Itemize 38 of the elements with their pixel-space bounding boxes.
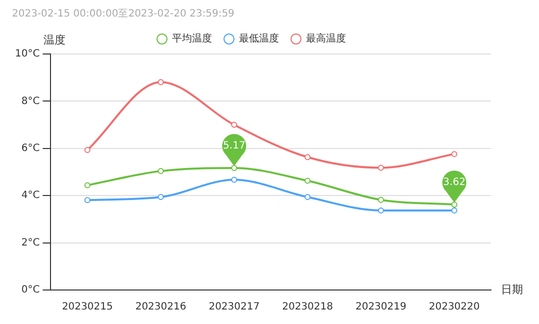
point: [158, 79, 164, 86]
annotation: 5.17: [223, 140, 246, 152]
point: [304, 194, 311, 200]
chart-title: 2023-02-15 00:00:00至2023-02-20 23:59:59: [12, 8, 234, 20]
x-tick-label: 20230216: [135, 302, 186, 313]
y-tick-label: 2°C: [21, 237, 40, 248]
point: [231, 164, 238, 171]
y-tick-label: 4°C: [21, 190, 40, 202]
x-axis-title: 日期: [501, 282, 523, 296]
x-tick-label: 20230217: [208, 302, 260, 313]
legend-label: 最低温度: [239, 32, 279, 45]
point: [158, 194, 164, 200]
point: [451, 202, 458, 208]
x-tick-label: 20230218: [282, 302, 333, 313]
legend-label: 平均温度: [172, 32, 212, 45]
y-tick-label: 0°C: [21, 284, 40, 296]
y-tick-label: 8°C: [21, 96, 40, 107]
legend-label: 最高温度: [306, 32, 346, 45]
y-tick-label: 6°C: [21, 142, 40, 154]
point: [378, 207, 384, 214]
point: [231, 176, 238, 183]
point: [84, 197, 90, 204]
annotation: 3.62: [443, 177, 466, 188]
x-tick-label: 20230220: [428, 302, 480, 313]
point: [304, 154, 311, 160]
point: [378, 164, 384, 171]
point: [378, 196, 384, 203]
y-axis-title: 温度: [44, 33, 66, 46]
point: [451, 151, 458, 158]
x-tick-label: 20230219: [355, 302, 406, 313]
point: [231, 122, 238, 128]
point: [451, 207, 458, 214]
point: [84, 147, 90, 154]
point: [158, 168, 164, 174]
y-tick-label: 10°C: [14, 48, 40, 60]
point: [84, 182, 90, 188]
point: [304, 178, 311, 184]
x-tick-label: 20230215: [62, 302, 113, 313]
